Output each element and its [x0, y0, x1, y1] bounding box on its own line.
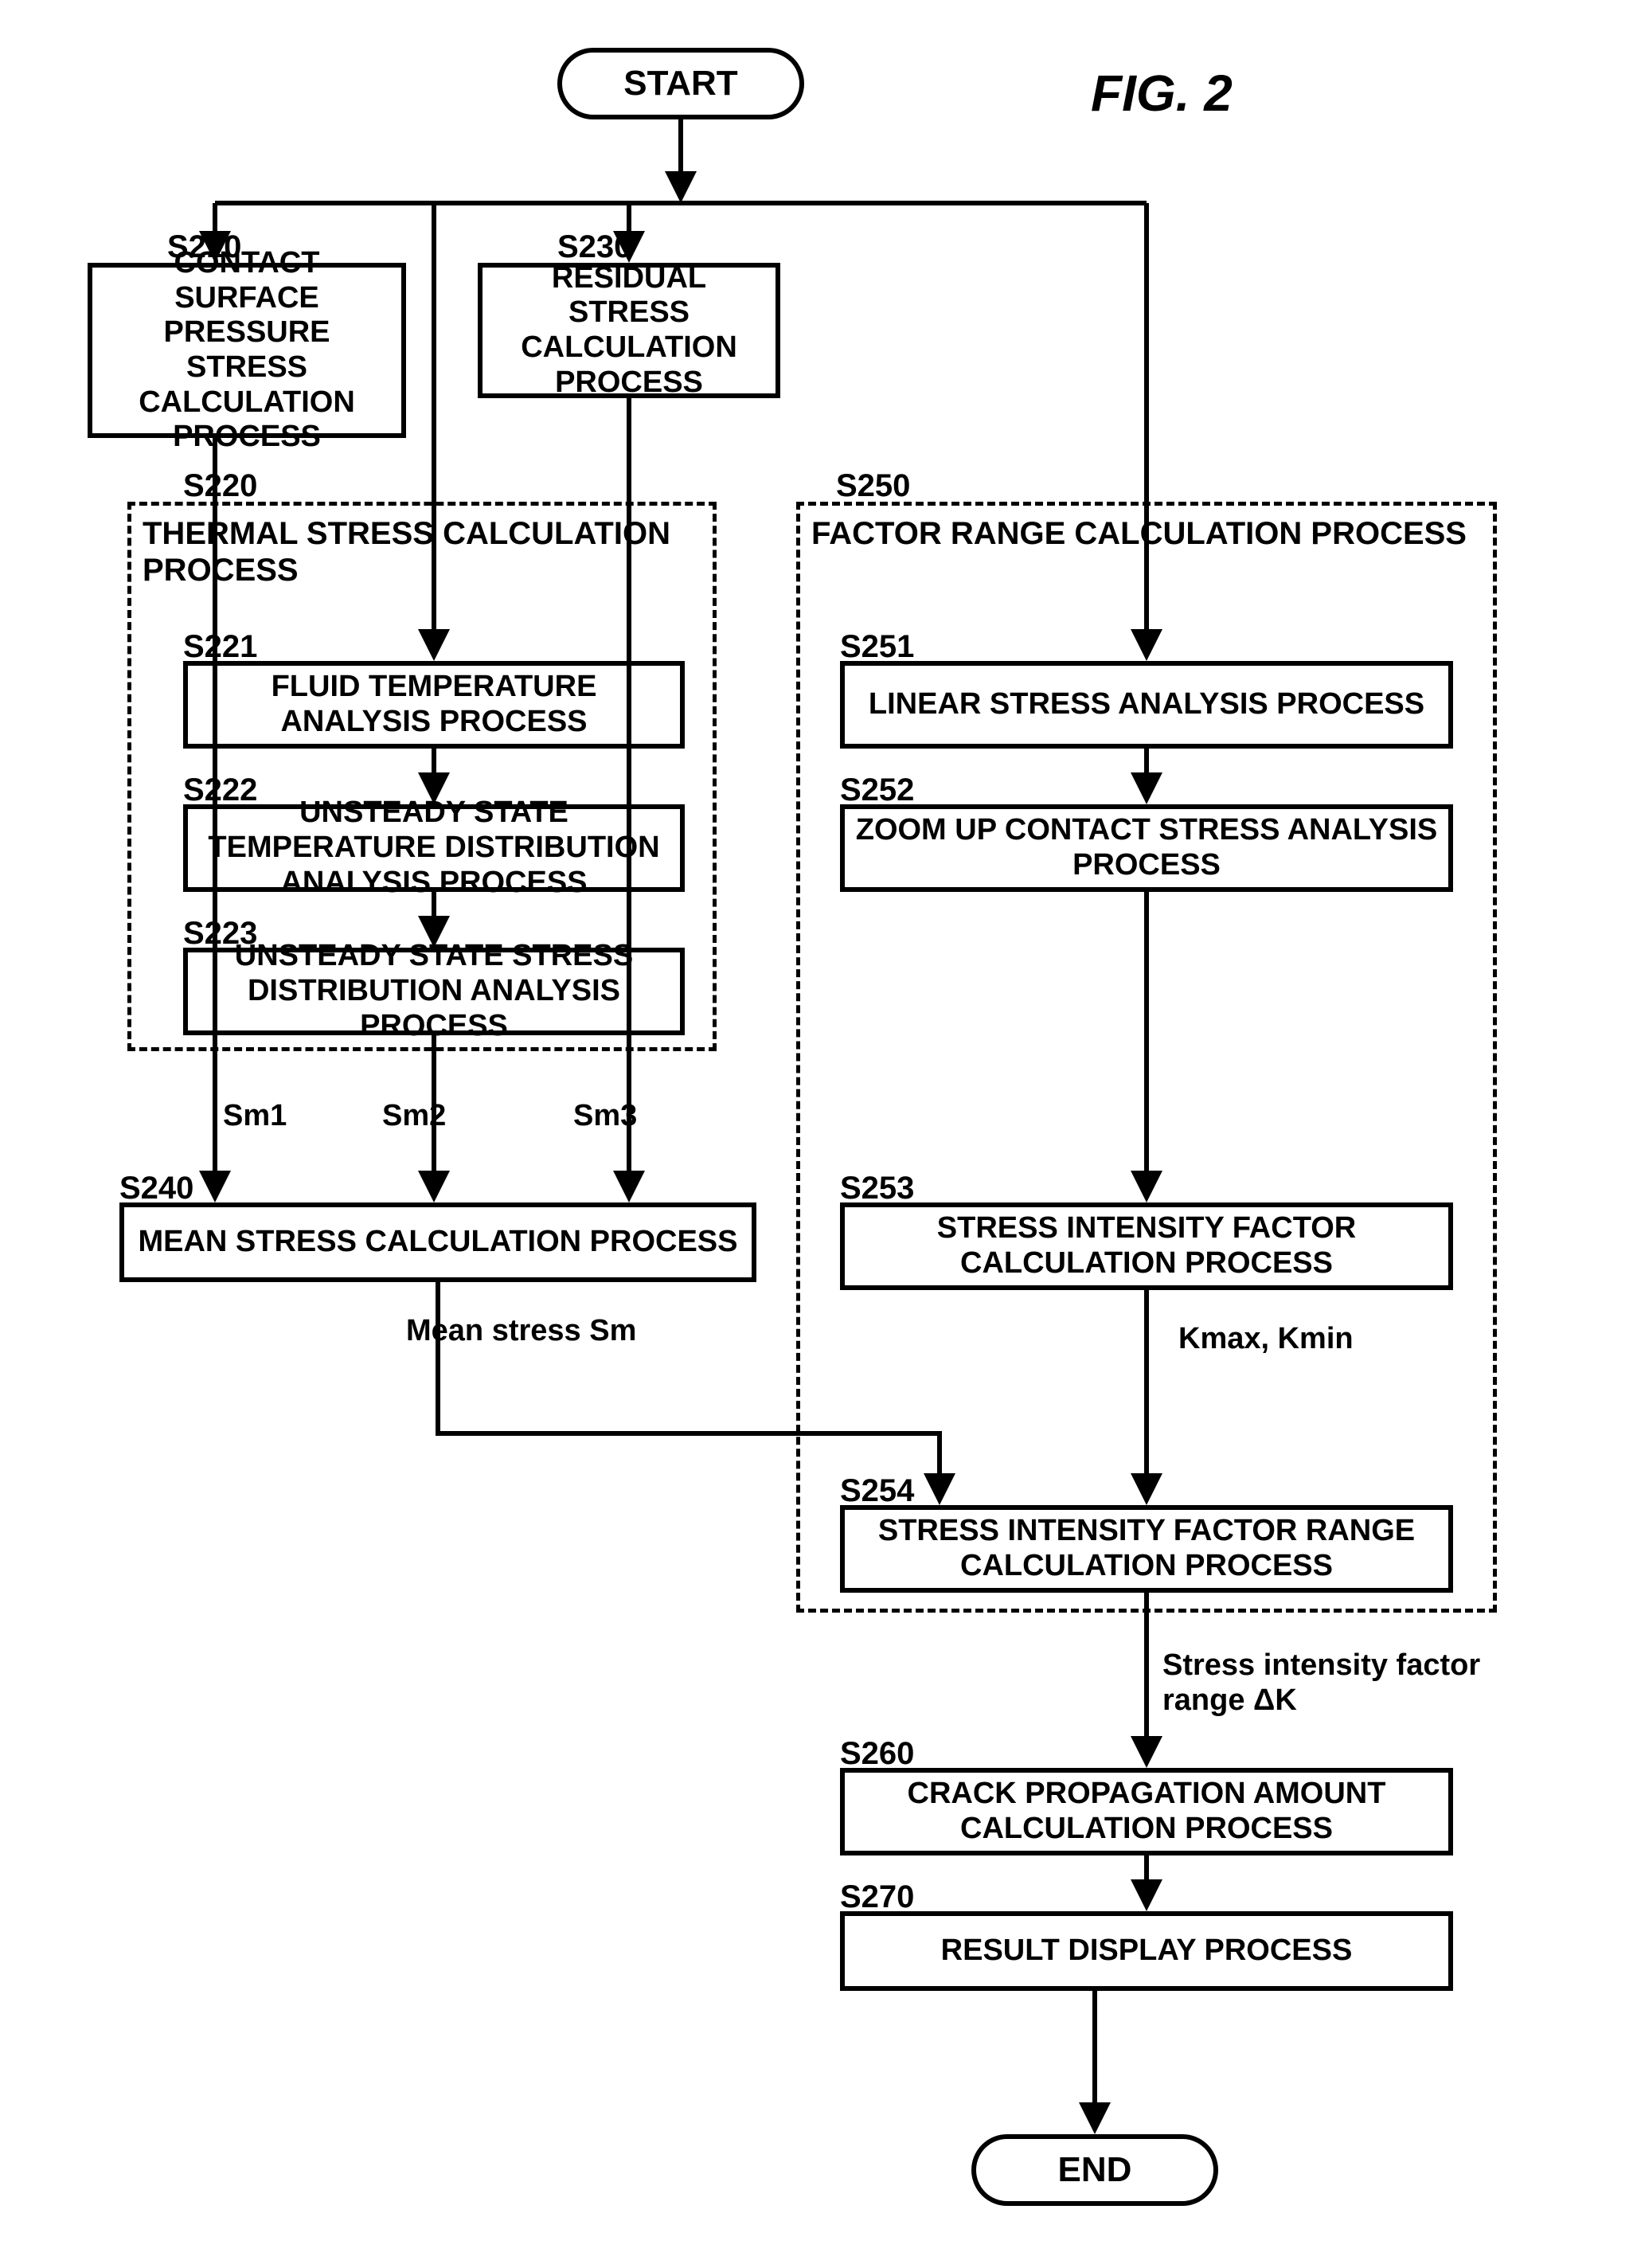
s251-text: LINEAR STRESS ANALYSIS PROCESS	[869, 687, 1424, 722]
sm2-label: Sm2	[382, 1099, 446, 1133]
s223-box: UNSTEADY STATE STRESS DISTRIBUTION ANALY…	[183, 948, 685, 1035]
s230-text: RESIDUAL STRESS CALCULATION PROCESS	[490, 261, 768, 401]
s270-text: RESULT DISPLAY PROCESS	[941, 1934, 1353, 1969]
s252-id: S252	[840, 772, 914, 808]
s210-box: CONTACT SURFACE PRESSURE STRESS CALCULAT…	[88, 263, 406, 438]
end-terminal: END	[971, 2134, 1218, 2206]
s260-id: S260	[840, 1736, 914, 1772]
s270-box: RESULT DISPLAY PROCESS	[840, 1911, 1453, 1991]
s221-box: FLUID TEMPERATURE ANALYSIS PROCESS	[183, 661, 685, 749]
s230-id: S230	[557, 229, 631, 265]
s222-text: UNSTEADY STATE TEMPERATURE DISTRIBUTION …	[196, 796, 672, 900]
start-terminal: START	[557, 48, 804, 119]
s252-text: ZOOM UP CONTACT STRESS ANALYSIS PROCESS	[853, 813, 1440, 882]
sm1-label: Sm1	[223, 1099, 287, 1133]
s254-text: STRESS INTENSITY FACTOR RANGE CALCULATIO…	[853, 1514, 1440, 1583]
s251-box: LINEAR STRESS ANALYSIS PROCESS	[840, 661, 1453, 749]
s270-id: S270	[840, 1879, 914, 1915]
s254-id: S254	[840, 1473, 914, 1509]
s221-id: S221	[183, 629, 257, 665]
s240-box: MEAN STRESS CALCULATION PROCESS	[119, 1202, 756, 1282]
s253-id: S253	[840, 1171, 914, 1206]
sm3-label: Sm3	[573, 1099, 637, 1133]
s240-text: MEAN STRESS CALCULATION PROCESS	[138, 1225, 737, 1260]
s250-id: S250	[836, 468, 910, 504]
s220-title: THERMAL STRESS CALCULATION PROCESS	[143, 515, 701, 589]
s222-box: UNSTEADY STATE TEMPERATURE DISTRIBUTION …	[183, 804, 685, 892]
mean-stress-label: Mean stress Sm	[406, 1314, 636, 1348]
s220-id: S220	[183, 468, 257, 504]
s250-title: FACTOR RANGE CALCULATION PROCESS	[811, 515, 1482, 552]
s260-text: CRACK PROPAGATION AMOUNT CALCULATION PRO…	[853, 1777, 1440, 1846]
s254-box: STRESS INTENSITY FACTOR RANGE CALCULATIO…	[840, 1505, 1453, 1593]
s240-id: S240	[119, 1171, 193, 1206]
s210-text: CONTACT SURFACE PRESSURE STRESS CALCULAT…	[100, 246, 393, 455]
s251-id: S251	[840, 629, 914, 665]
s260-box: CRACK PROPAGATION AMOUNT CALCULATION PRO…	[840, 1768, 1453, 1855]
figure-title: FIG. 2	[1091, 64, 1233, 123]
s252-box: ZOOM UP CONTACT STRESS ANALYSIS PROCESS	[840, 804, 1453, 892]
s253-text: STRESS INTENSITY FACTOR CALCULATION PROC…	[853, 1211, 1440, 1281]
kmax-kmin-label: Kmax, Kmin	[1178, 1322, 1354, 1356]
s221-text: FLUID TEMPERATURE ANALYSIS PROCESS	[196, 670, 672, 739]
delta-k-label: Stress intensity factor range ΔK	[1162, 1648, 1497, 1718]
s253-box: STRESS INTENSITY FACTOR CALCULATION PROC…	[840, 1202, 1453, 1290]
s223-text: UNSTEADY STATE STRESS DISTRIBUTION ANALY…	[196, 939, 672, 1043]
s230-box: RESIDUAL STRESS CALCULATION PROCESS	[478, 263, 780, 398]
